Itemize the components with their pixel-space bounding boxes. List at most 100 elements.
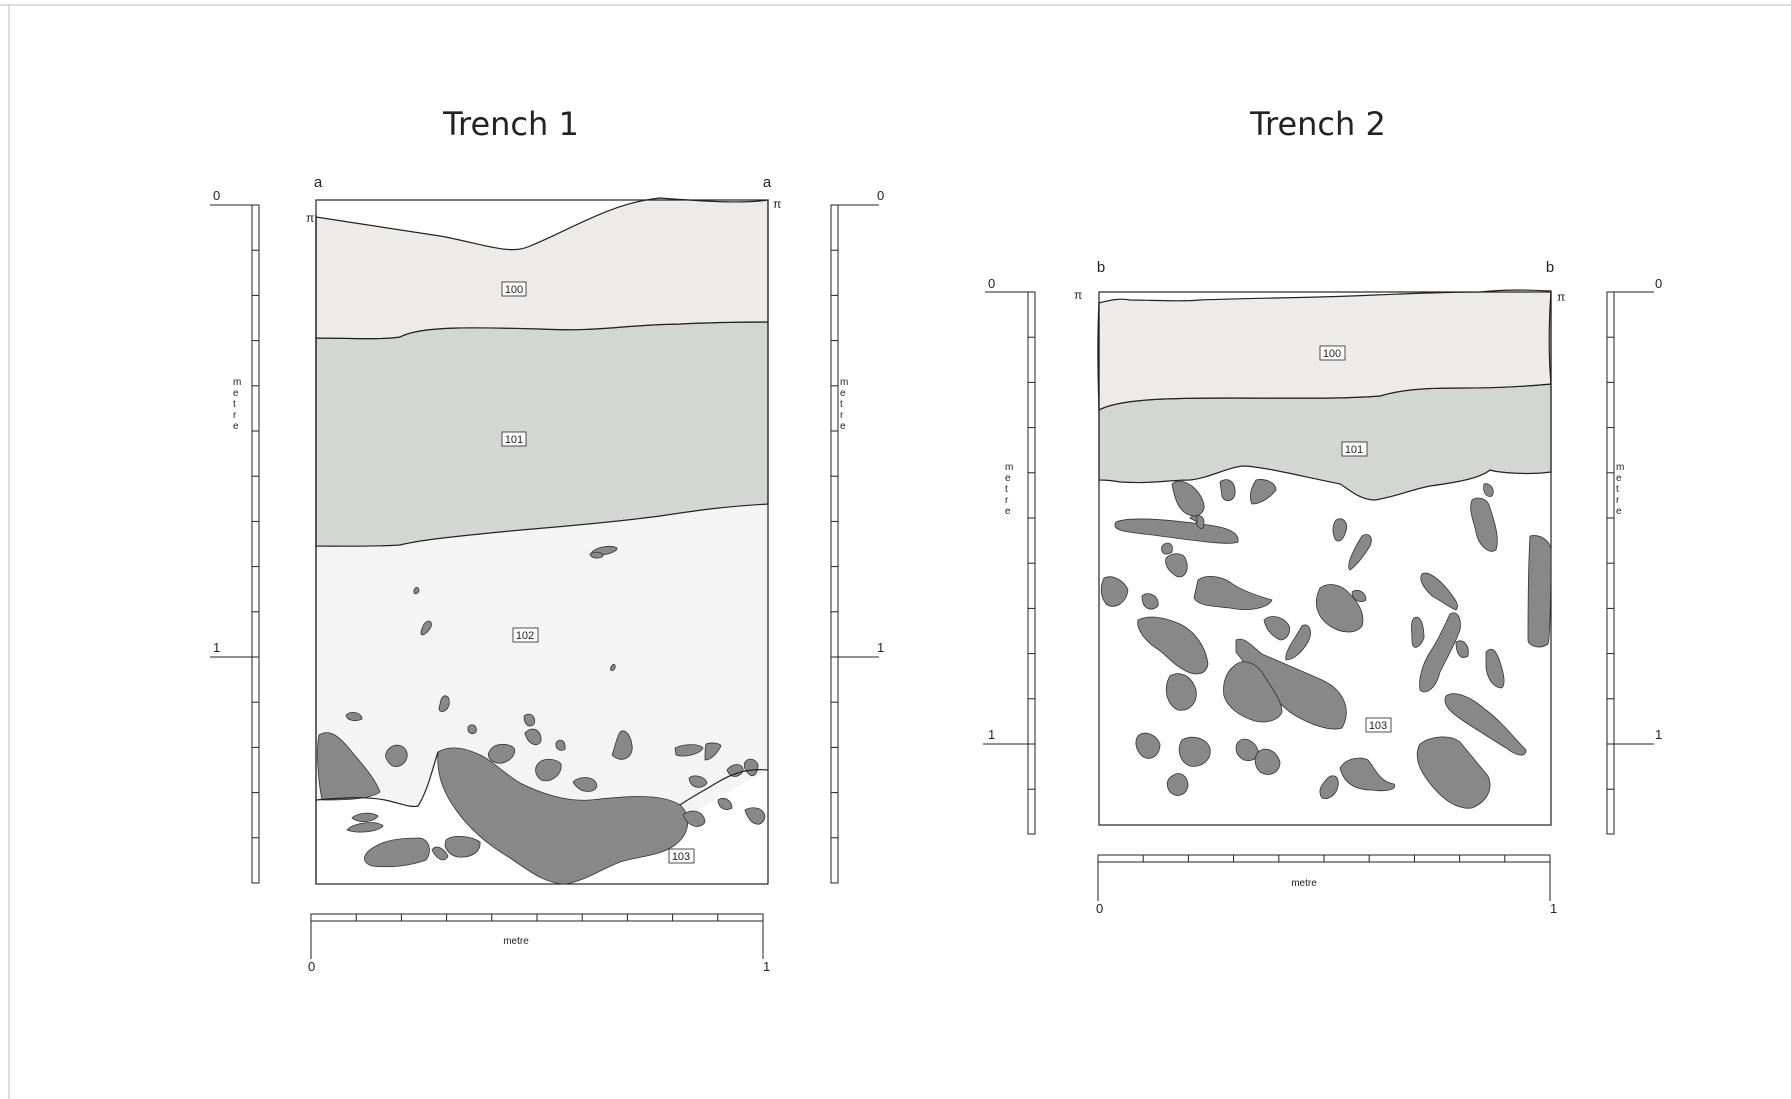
stone [1178, 736, 1211, 767]
interface-line [315, 751, 439, 808]
scale-one-label: 1 [1550, 901, 1557, 916]
stone [1455, 640, 1469, 658]
stone [1339, 757, 1396, 792]
stone [1235, 738, 1259, 761]
stone [1165, 553, 1188, 578]
stone [1223, 661, 1283, 723]
stone [688, 775, 708, 788]
stone [351, 812, 379, 822]
stone [1141, 593, 1159, 610]
trench-1-horizontal-scale: metre 0 1 [308, 913, 770, 974]
trench-2-section-right-label: b [1546, 259, 1554, 276]
scale-one-label: 1 [763, 959, 770, 974]
stone [1193, 576, 1273, 610]
trench-1: Trench 1 a a π π [210, 105, 884, 974]
stone [1420, 572, 1458, 611]
trench-1-section-left-label: a [314, 174, 323, 191]
stone [1137, 616, 1209, 675]
scale-zero-label: 0 [213, 188, 220, 203]
stone [610, 664, 616, 671]
stone [523, 713, 536, 727]
scale-zero-label: 0 [877, 188, 884, 203]
stone [317, 732, 381, 801]
stone [1470, 497, 1498, 552]
stone [717, 798, 733, 810]
stone [674, 744, 704, 757]
scale-unit-label: metre [503, 936, 529, 947]
stone [420, 620, 432, 636]
stone [535, 758, 562, 782]
scale-one-label: 1 [988, 727, 995, 742]
stone [743, 758, 759, 777]
stone [1483, 483, 1494, 497]
context-label-103: 103 [1365, 717, 1392, 733]
stone [1485, 648, 1505, 689]
datum-marker-icon: π [1074, 288, 1082, 302]
stone [1332, 518, 1347, 542]
stone [1249, 479, 1277, 505]
stone [1114, 518, 1239, 544]
context-label-101: 101 [501, 431, 527, 447]
stone [1171, 480, 1205, 517]
context-label-101: 101 [1341, 441, 1368, 457]
stone [1348, 534, 1372, 571]
stone [1135, 732, 1161, 759]
trench-2: Trench 2 b b π π [983, 105, 1662, 916]
stone [1219, 479, 1236, 502]
scale-zero-label: 0 [988, 276, 995, 291]
stone [611, 730, 633, 760]
stone [1316, 584, 1364, 633]
stone [1411, 616, 1425, 648]
stone [1166, 773, 1189, 796]
layer-100-fill [315, 197, 769, 340]
stone [524, 728, 542, 746]
trench-1-title: Trench 1 [442, 105, 579, 143]
stone [1419, 612, 1461, 693]
stone [1254, 748, 1281, 775]
stone [487, 743, 516, 764]
stone [438, 695, 450, 712]
stone [1263, 616, 1290, 641]
context-number: 100 [505, 284, 523, 296]
trench-2-title: Trench 2 [1249, 105, 1386, 143]
stone [346, 822, 384, 833]
context-label-103: 103 [668, 848, 695, 864]
stone [1416, 736, 1491, 809]
datum-marker-icon: π [1557, 290, 1565, 304]
stone [744, 807, 766, 825]
stone [1319, 775, 1339, 799]
stone [437, 747, 689, 885]
stone [431, 846, 449, 861]
context-number: 103 [672, 851, 690, 863]
context-label-100: 100 [1319, 345, 1346, 361]
stone [682, 810, 706, 827]
context-label-102: 102 [512, 627, 539, 643]
stone [589, 551, 604, 559]
trench-2-section-left-label: b [1097, 259, 1105, 276]
context-number: 103 [1369, 720, 1387, 732]
scale-zero-label: 0 [1655, 276, 1662, 291]
stone [413, 587, 420, 595]
scale-one-label: 1 [213, 640, 220, 655]
scale-one-label: 1 [877, 640, 884, 655]
scale-unit-label: metre [1291, 878, 1317, 889]
stone [1161, 542, 1173, 555]
stone [1285, 624, 1311, 661]
stone [1444, 693, 1527, 756]
trench-1-section-right-label: a [763, 174, 772, 191]
scale-zero-label: 0 [308, 959, 315, 974]
stone [1165, 673, 1197, 711]
trench-2-horizontal-scale: metre 0 1 [1096, 854, 1557, 916]
scale-one-label: 1 [1655, 727, 1662, 742]
stone [364, 837, 430, 868]
stone [1195, 515, 1205, 529]
context-number: 100 [1323, 348, 1341, 360]
